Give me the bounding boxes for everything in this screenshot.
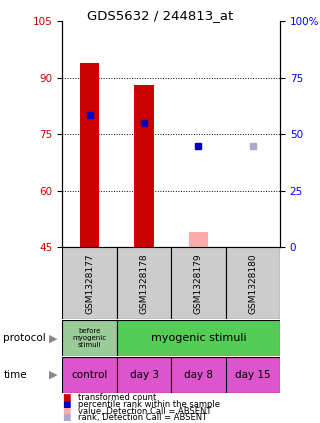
Text: before
myogenic
stimuli: before myogenic stimuli (73, 328, 107, 348)
Text: ■: ■ (62, 400, 71, 409)
Bar (189, 232, 208, 247)
Text: value, Detection Call = ABSENT: value, Detection Call = ABSENT (78, 407, 212, 416)
Text: ■: ■ (62, 413, 71, 423)
Text: day 3: day 3 (130, 370, 158, 380)
Text: GSM1328177: GSM1328177 (85, 253, 94, 314)
FancyBboxPatch shape (117, 247, 171, 319)
FancyBboxPatch shape (62, 320, 117, 356)
Bar (134, 85, 154, 247)
Text: rank, Detection Call = ABSENT: rank, Detection Call = ABSENT (78, 413, 208, 423)
Text: percentile rank within the sample: percentile rank within the sample (78, 400, 220, 409)
FancyBboxPatch shape (117, 320, 280, 356)
Text: time: time (3, 370, 27, 380)
FancyBboxPatch shape (62, 357, 117, 393)
Bar (80, 63, 99, 247)
FancyBboxPatch shape (171, 247, 226, 319)
FancyBboxPatch shape (226, 247, 280, 319)
Text: control: control (71, 370, 108, 380)
FancyBboxPatch shape (62, 247, 117, 319)
Text: transformed count: transformed count (78, 393, 157, 402)
Text: ▶: ▶ (49, 370, 57, 380)
FancyBboxPatch shape (117, 357, 171, 393)
FancyBboxPatch shape (171, 357, 226, 393)
Text: day 15: day 15 (235, 370, 271, 380)
Text: ▶: ▶ (49, 333, 57, 343)
Text: day 8: day 8 (184, 370, 213, 380)
Text: GSM1328178: GSM1328178 (140, 253, 148, 314)
Text: ■: ■ (62, 407, 71, 416)
Text: ■: ■ (62, 393, 71, 402)
Text: protocol: protocol (3, 333, 46, 343)
Text: GDS5632 / 244813_at: GDS5632 / 244813_at (87, 9, 233, 22)
Text: myogenic stimuli: myogenic stimuli (151, 333, 246, 343)
Text: GSM1328180: GSM1328180 (248, 253, 257, 314)
FancyBboxPatch shape (226, 357, 280, 393)
Text: GSM1328179: GSM1328179 (194, 253, 203, 314)
